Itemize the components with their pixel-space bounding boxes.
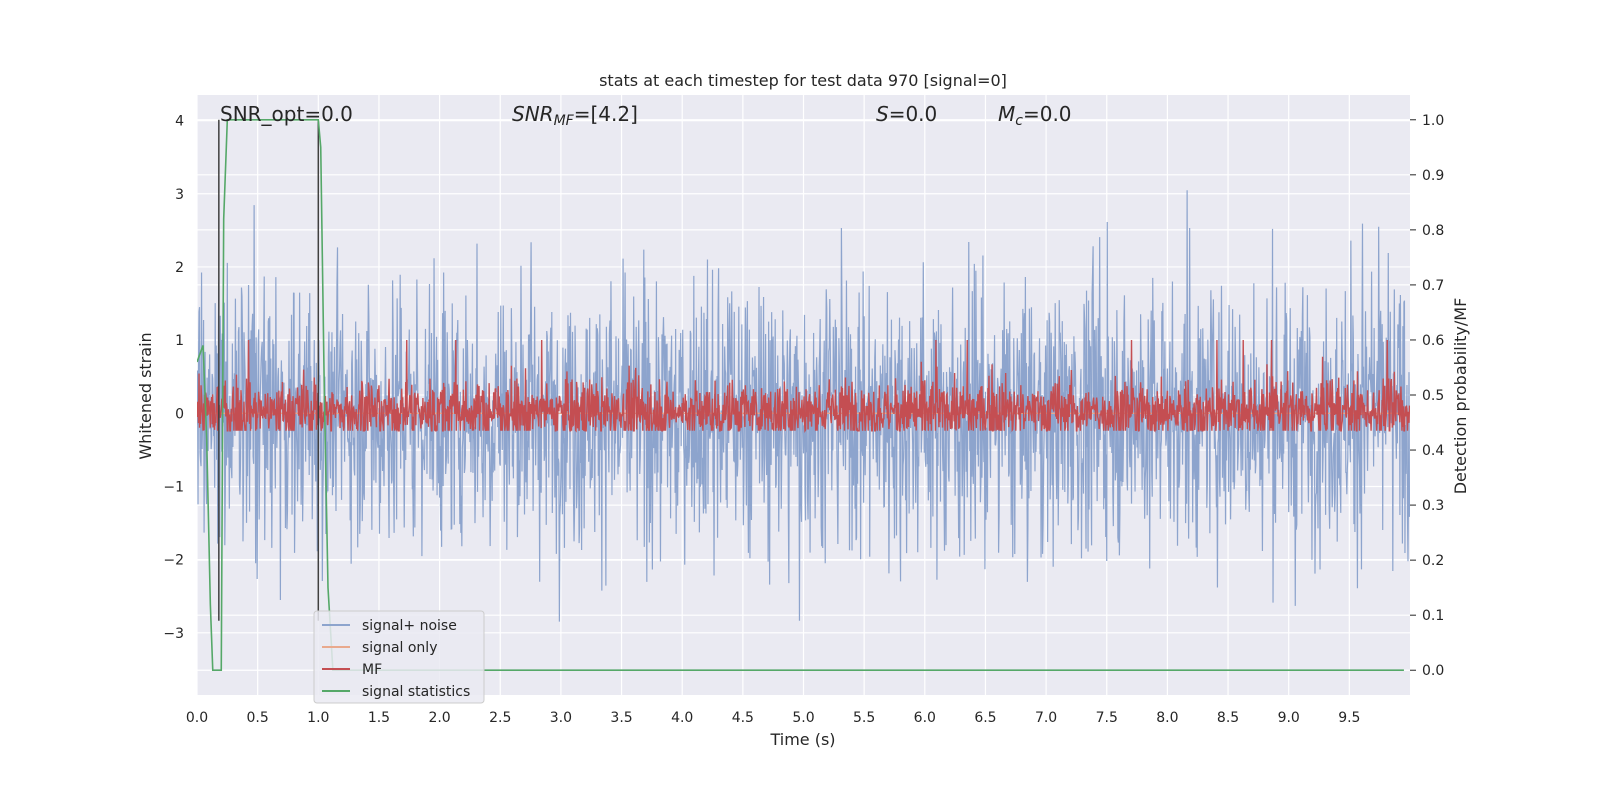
mf-trace [197, 339, 1410, 433]
x-tick-label: 3.5 [610, 710, 632, 726]
x-tick-label: 1.5 [368, 710, 390, 726]
vertical-markers [218, 119, 320, 621]
left-y-axis-label: Whitened strain [136, 332, 155, 459]
left-y-tick-label: −2 [163, 553, 184, 569]
chart-title: stats at each timestep for test data 970… [599, 71, 1007, 90]
series-mf [197, 339, 1410, 433]
right-y-axis-ticks: 0.0 0.1 0.2 0.3 0.4 0.5 0.6 0.7 0.8 0.9 1.0 [1410, 113, 1444, 679]
right-y-axis-label: Detection probability/MF [1451, 298, 1470, 495]
left-y-tick-label: 0 [175, 406, 184, 422]
left-y-tick-label: 3 [175, 187, 184, 203]
x-tick-label: 6.5 [974, 710, 996, 726]
mc-annotation: Mc=0.0 [998, 102, 1072, 129]
left-y-tick-label: 1 [175, 333, 184, 349]
annotations: SNR_opt=0.0 SNRMF=[4.2] S=0.0 Mc=0.0 [220, 102, 1072, 129]
right-y-tick-label: 0.0 [1422, 663, 1444, 679]
x-tick-label: 0.0 [186, 710, 208, 726]
signal-noise-trace [197, 190, 1410, 622]
right-y-tick-label: 0.6 [1422, 333, 1444, 349]
right-y-tick-label: 0.5 [1422, 388, 1444, 404]
x-tick-label: 3.0 [550, 710, 572, 726]
legend-box [313, 610, 485, 704]
x-tick-label: 0.5 [247, 710, 269, 726]
x-tick-label: 8.5 [1217, 710, 1239, 726]
left-y-tick-label: −1 [163, 479, 184, 495]
right-y-tick-label: 0.7 [1422, 278, 1444, 294]
right-y-tick-label: 0.9 [1422, 168, 1444, 184]
snr-mf-annotation: SNRMF=[4.2] [512, 102, 638, 129]
x-tick-label: 1.0 [307, 710, 329, 726]
right-y-tick-label: 1.0 [1422, 113, 1444, 129]
x-tick-label: 8.0 [1156, 710, 1178, 726]
x-tick-label: 4.5 [732, 710, 754, 726]
x-tick-label: 4.0 [671, 710, 693, 726]
x-tick-label: 5.0 [792, 710, 814, 726]
right-y-tick-label: 0.1 [1422, 608, 1444, 624]
x-axis-label: Time (s) [769, 730, 835, 749]
series-signal-noise [197, 190, 1410, 622]
right-y-tick-label: 0.8 [1422, 223, 1444, 239]
x-tick-label: 7.0 [1035, 710, 1057, 726]
plot-area [197, 118, 1410, 672]
x-tick-label: 2.0 [428, 710, 450, 726]
left-y-axis-ticks: −3 −2 −1 0 1 2 3 4 [163, 114, 184, 642]
left-y-tick-label: −3 [163, 626, 184, 642]
legend: signal+ noise signal only MF signal statist… [313, 610, 485, 704]
x-tick-label: 2.5 [489, 710, 511, 726]
x-tick-label: 9.0 [1278, 710, 1300, 726]
right-y-tick-label: 0.4 [1422, 443, 1444, 459]
legend-label: signal statistics [362, 684, 470, 700]
legend-label: signal only [362, 640, 437, 656]
series-signal-statistics [197, 118, 1404, 672]
left-y-tick-label: 2 [175, 260, 184, 276]
x-axis-ticks: 0.0 0.5 1.0 1.5 2.0 2.5 3.0 3.5 4.0 4.5 5.0 5.5 6.0 6… [186, 710, 1361, 726]
right-y-tick-label: 0.2 [1422, 553, 1444, 569]
x-tick-label: 9.5 [1338, 710, 1360, 726]
snr-opt-annotation: SNR_opt=0.0 [220, 102, 353, 126]
x-tick-label: 6.0 [914, 710, 936, 726]
legend-label: signal+ noise [362, 618, 457, 634]
legend-label: MF [362, 662, 382, 678]
x-tick-label: 5.5 [853, 710, 875, 726]
left-y-tick-label: 4 [175, 114, 184, 130]
right-y-tick-label: 0.3 [1422, 498, 1444, 514]
s-annotation: S=0.0 [876, 102, 937, 126]
x-tick-label: 7.5 [1096, 710, 1118, 726]
